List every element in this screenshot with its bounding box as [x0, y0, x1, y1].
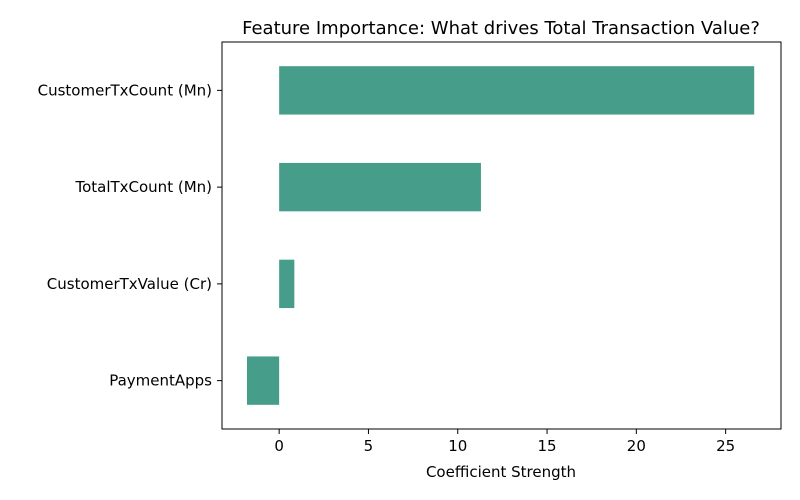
bars-layer [247, 66, 755, 405]
x-axis-label: Coefficient Strength [426, 463, 576, 481]
y-tick-label: PaymentApps [109, 372, 212, 390]
y-tick-label: TotalTxCount (Mn) [74, 178, 212, 196]
y-tick-label: CustomerTxCount (Mn) [38, 81, 212, 99]
x-axis-ticks: 0 5 10 15 20 25 [274, 429, 735, 455]
chart-title: Feature Importance: What drives Total Tr… [242, 18, 760, 39]
bar-0 [279, 66, 755, 115]
x-tick-label: 20 [627, 437, 646, 455]
x-tick-label: 5 [364, 437, 374, 455]
y-tick-label: CustomerTxValue (Cr) [47, 275, 212, 293]
bar-2 [279, 259, 295, 309]
plot-frame [221, 41, 782, 430]
x-tick-label: 10 [448, 437, 467, 455]
bar-1 [279, 162, 481, 212]
y-axis-ticks: CustomerTxCount (Mn) TotalTxCount (Mn) Cus… [38, 81, 222, 390]
bar-3 [247, 356, 280, 405]
x-tick-label: 0 [274, 437, 284, 455]
x-tick-label: 25 [716, 437, 735, 455]
x-tick-label: 15 [537, 437, 556, 455]
